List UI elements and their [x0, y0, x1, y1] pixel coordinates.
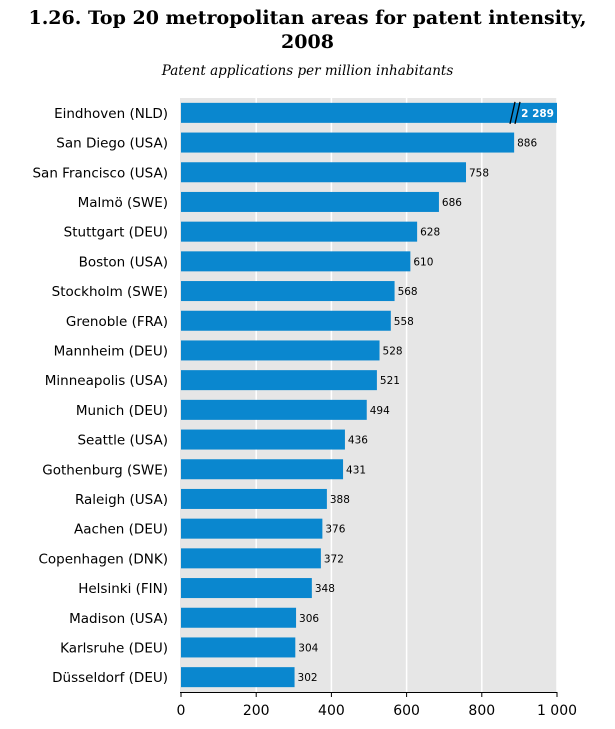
bar	[181, 607, 297, 628]
value-label: 388	[330, 494, 350, 506]
x-tick-label: 1 000	[537, 703, 577, 719]
x-tick-label: 400	[318, 703, 345, 719]
category-label: Mannheim (DEU)	[54, 343, 168, 359]
bar	[181, 459, 344, 480]
value-label: 558	[394, 316, 414, 328]
category-label: Karlsruhe (DEU)	[60, 640, 168, 656]
value-label: 304	[298, 642, 318, 654]
value-label: 348	[315, 583, 335, 595]
category-label: Stockholm (SWE)	[52, 284, 168, 300]
value-label: 2 289	[521, 108, 554, 120]
bar	[181, 518, 323, 539]
chart-title-line-1: 1.26. Top 20 metropolitan areas for pate…	[28, 7, 587, 29]
x-tick-label: 200	[243, 703, 270, 719]
value-label: 610	[413, 256, 433, 268]
chart-title-line-2: 2008	[281, 31, 334, 53]
bar	[181, 667, 295, 688]
axis-break-mark	[509, 101, 516, 124]
bar	[181, 637, 296, 658]
bar	[181, 488, 327, 509]
category-label: Aachen (DEU)	[74, 522, 168, 538]
bar	[181, 102, 557, 123]
value-label: 302	[298, 672, 318, 684]
category-label: Düsseldorf (DEU)	[52, 670, 168, 686]
category-label: Boston (USA)	[79, 254, 168, 270]
bar	[181, 251, 411, 272]
chart-subtitle: Patent applications per million inhabita…	[161, 63, 454, 79]
value-label: 528	[383, 345, 403, 357]
value-label: 431	[346, 464, 366, 476]
category-label: Raleigh (USA)	[75, 492, 168, 508]
category-label: Copenhagen (DNK)	[38, 551, 168, 567]
category-label: Munich (DEU)	[76, 403, 168, 419]
bar	[181, 132, 515, 153]
bar	[181, 340, 380, 361]
category-label: Malmö (SWE)	[78, 195, 168, 211]
category-label: Grenoble (FRA)	[66, 314, 168, 330]
bar	[181, 548, 321, 569]
x-tick-label: 800	[468, 703, 495, 719]
x-tick-label: 0	[177, 703, 186, 719]
value-label: 568	[398, 286, 418, 298]
bar	[181, 191, 439, 212]
category-label: Seattle (USA)	[77, 433, 168, 449]
category-label: Minneapolis (USA)	[45, 373, 168, 389]
plot-background	[180, 98, 557, 692]
value-label: 758	[469, 167, 489, 179]
category-label: Eindhoven (NLD)	[54, 106, 168, 122]
bar	[181, 578, 312, 599]
bar	[181, 429, 345, 450]
bar	[181, 310, 391, 331]
bar	[181, 221, 418, 242]
value-label: 372	[324, 553, 344, 565]
value-label: 306	[299, 613, 319, 625]
chart-title: 1.26. Top 20 metropolitan areas for pate…	[0, 6, 615, 54]
value-label: 628	[420, 227, 440, 239]
category-label: Madison (USA)	[69, 611, 168, 627]
value-label: 521	[380, 375, 400, 387]
value-label: 686	[442, 197, 462, 209]
value-label: 886	[517, 138, 537, 150]
bar	[181, 281, 395, 302]
category-label: Gothenburg (SWE)	[42, 462, 168, 478]
category-label: San Diego (USA)	[56, 136, 168, 152]
category-label: Helsinki (FIN)	[78, 581, 168, 597]
category-label: San Francisco (USA)	[32, 165, 168, 181]
axis-break-mark	[514, 101, 521, 124]
bar	[181, 370, 377, 391]
value-label: 376	[325, 524, 345, 536]
value-label: 436	[348, 435, 368, 447]
x-tick-label: 600	[393, 703, 420, 719]
bar	[181, 162, 467, 183]
category-label: Stuttgart (DEU)	[64, 225, 168, 241]
bar	[181, 399, 367, 420]
value-label: 494	[370, 405, 390, 417]
